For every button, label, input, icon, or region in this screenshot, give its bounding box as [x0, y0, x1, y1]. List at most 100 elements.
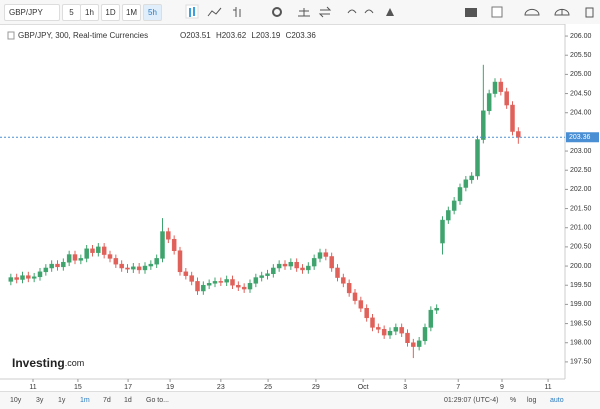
candle-body	[510, 104, 515, 132]
scale-option[interactable]: log	[527, 397, 537, 404]
range-button[interactable]: 1y	[58, 397, 66, 404]
candle-body	[498, 81, 504, 92]
range-button[interactable]: 1d	[124, 397, 132, 404]
x-tick-label: 23	[217, 384, 225, 391]
x-tick-label: 25	[264, 384, 272, 391]
range-button[interactable]: 7d	[103, 397, 111, 404]
candle-body	[253, 277, 259, 284]
last-price-label: 203.36	[569, 134, 591, 141]
compare-icon[interactable]	[298, 8, 310, 17]
candle-body	[43, 267, 49, 273]
candle-body	[492, 81, 498, 94]
y-tick-label: 197.50	[570, 359, 592, 366]
candle-body	[381, 329, 387, 336]
alert-icon[interactable]	[386, 8, 394, 16]
range-button[interactable]: 1m	[80, 397, 90, 404]
collapse-icon[interactable]	[7, 31, 15, 40]
candle-body	[376, 327, 381, 330]
x-tick-label: 11	[29, 384, 36, 391]
candle-body	[422, 327, 428, 342]
candle-body	[294, 261, 299, 269]
candle-body	[101, 246, 107, 255]
candle-body	[148, 263, 154, 267]
candle-body	[247, 283, 253, 290]
undo-redo-icon[interactable]	[347, 9, 374, 14]
candle-body	[504, 91, 509, 106]
candle-body	[411, 342, 416, 347]
x-tick-label: 19	[166, 384, 174, 391]
candle-body	[475, 139, 480, 177]
candle-body	[481, 110, 486, 140]
candle-body	[323, 252, 329, 257]
candle-body	[259, 275, 264, 278]
x-tick-label: 9	[500, 384, 504, 391]
legend-symbol: GBP/JPY, 300, Real-time Currencies	[18, 31, 148, 40]
indicator-icon[interactable]	[207, 7, 222, 17]
draw-icon[interactable]	[233, 7, 241, 17]
candle-body	[201, 284, 206, 292]
candle-body	[142, 265, 148, 271]
y-tick-label: 198.50	[570, 320, 592, 327]
candle-body	[61, 261, 66, 268]
open-value: 203.51	[186, 31, 211, 40]
goto-button[interactable]: Go to...	[146, 397, 169, 404]
candle-body	[486, 93, 492, 112]
range-button[interactable]: 3y	[36, 397, 44, 404]
candle-body	[49, 263, 54, 269]
x-tick-label: 17	[124, 384, 132, 391]
candle-body	[416, 340, 422, 347]
candle-body	[341, 277, 346, 284]
cloud-save-icon[interactable]	[554, 8, 570, 16]
candle-body	[434, 307, 439, 311]
candle-body	[171, 238, 177, 251]
y-tick-label: 199.00	[570, 301, 592, 308]
scale-option[interactable]: %	[510, 397, 517, 404]
cloud-icon[interactable]	[524, 8, 540, 16]
swap-icon[interactable]	[318, 6, 332, 18]
candle-body	[457, 187, 463, 202]
candle-glyph	[189, 7, 195, 17]
interval-button[interactable]: 1M	[122, 4, 141, 21]
low-value: 203.19	[256, 31, 281, 40]
symbol-input[interactable]: GBP/JPY	[4, 4, 60, 21]
candle-body	[451, 200, 457, 211]
y-tick-label: 199.50	[570, 282, 592, 289]
y-tick-label: 203.00	[570, 148, 592, 155]
candle-body	[346, 283, 352, 294]
y-tick-label: 200.50	[570, 244, 592, 251]
candle-body	[96, 246, 101, 253]
y-tick-label: 198.00	[570, 340, 592, 347]
candle-body	[66, 254, 72, 263]
candle-style-icon[interactable]	[185, 4, 199, 19]
layout-icon[interactable]	[491, 6, 503, 18]
interval-button[interactable]: 5h	[143, 4, 162, 21]
interval-button[interactable]: 1h	[80, 4, 99, 21]
candle-body	[405, 332, 410, 343]
toolbar: GBP/JPY 5 1h 1D 1M 5h	[0, 0, 600, 25]
candle-body	[329, 256, 334, 269]
candle-body	[469, 175, 474, 181]
close-label: C	[286, 31, 292, 40]
settings-icon[interactable]	[272, 7, 282, 17]
snapshot-icon[interactable]	[465, 8, 477, 17]
interval-button[interactable]: 1D	[101, 4, 120, 21]
x-tick-label: Oct	[358, 384, 369, 391]
interval-button[interactable]: 5	[62, 4, 81, 21]
candle-body	[31, 276, 37, 279]
scale-option[interactable]: auto	[550, 397, 564, 404]
candle-body	[8, 277, 14, 282]
candle-body	[136, 266, 142, 271]
candle-body	[224, 279, 229, 283]
legend-ohlc: O203.51 H203.62 L203.19 C203.36	[180, 31, 316, 40]
x-tick-label: 15	[74, 384, 82, 391]
candle-body	[154, 258, 159, 265]
candle-body	[241, 286, 247, 290]
candle-body	[300, 267, 305, 271]
candle-body	[393, 327, 399, 332]
fullscreen-icon[interactable]	[585, 7, 594, 18]
y-tick-label: 201.00	[570, 225, 592, 232]
candle-body	[352, 292, 358, 301]
range-button[interactable]: 10y	[10, 397, 22, 404]
low-label: L	[251, 31, 256, 40]
candle-body	[78, 258, 84, 261]
